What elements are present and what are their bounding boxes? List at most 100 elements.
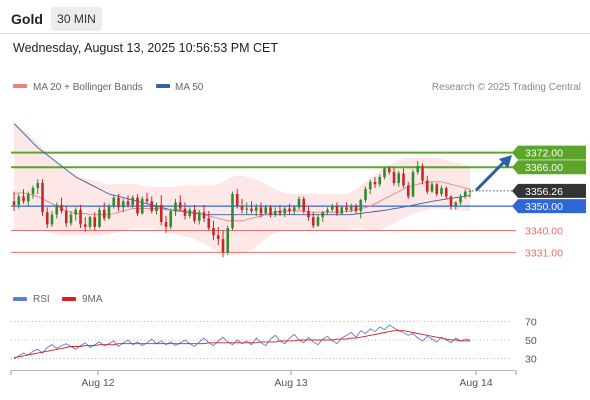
- candle-body: [378, 176, 382, 185]
- candle-body: [17, 196, 21, 205]
- candle-body: [240, 206, 244, 210]
- candle-body: [159, 204, 163, 222]
- time-axis: Aug 12 Aug 13 Aug 14: [10, 370, 517, 389]
- candle-body: [197, 212, 201, 221]
- level-label-3366.00: 3366.00: [525, 162, 563, 174]
- ma50-legend-label: MA 50: [175, 82, 204, 93]
- candle-body: [278, 211, 282, 214]
- ma20-legend-label: MA 20 + Bollinger Bands: [33, 82, 143, 93]
- time-tick-label-Aug 12: Aug 12: [81, 377, 114, 389]
- candle-body: [345, 207, 348, 210]
- candle-body: [364, 189, 367, 201]
- candle-body: [60, 204, 63, 212]
- candle-body: [383, 168, 386, 177]
- candle-body: [226, 228, 230, 253]
- candle-body: [31, 187, 35, 194]
- candle-body: [273, 211, 277, 215]
- level-label-3350.00: 3350.00: [525, 201, 563, 213]
- candle-body: [102, 209, 106, 219]
- candle-body: [174, 202, 177, 212]
- candle-body: [107, 206, 111, 219]
- candle-body: [454, 202, 458, 207]
- level-label-3331.00: 3331.00: [525, 247, 563, 259]
- current-price-tag: [512, 183, 586, 198]
- candle-body: [145, 198, 149, 202]
- candle-body: [64, 211, 68, 224]
- candle-body: [131, 197, 135, 205]
- candle-body: [216, 235, 220, 239]
- candle-body: [444, 187, 448, 197]
- candle-body: [297, 198, 301, 208]
- candle-body: [169, 211, 173, 227]
- bollinger-band-area: [14, 123, 470, 255]
- candle-body: [45, 212, 49, 225]
- candle-body: [207, 218, 211, 229]
- candle-body: [330, 206, 334, 210]
- time-tick-label-Aug 13: Aug 13: [274, 377, 307, 389]
- instrument-title: Gold: [11, 11, 43, 27]
- ma50-line: [13, 123, 471, 216]
- rsi-ma-line: [13, 330, 470, 359]
- candle-body: [26, 194, 30, 202]
- candle-body: [74, 209, 78, 215]
- candle-body: [440, 187, 443, 194]
- candle-body: [212, 228, 215, 236]
- candle-body: [55, 204, 59, 215]
- candle-body: [430, 184, 434, 192]
- candle-body: [88, 217, 92, 227]
- level-label-3372.00: 3372.00: [525, 148, 563, 160]
- candle-body: [69, 214, 73, 224]
- candle-body: [155, 204, 158, 212]
- candle-body: [468, 190, 472, 192]
- candle-body: [269, 207, 272, 215]
- candle-body: [183, 208, 187, 216]
- level-tag-3350.00: [512, 199, 586, 214]
- candle-body: [421, 166, 424, 181]
- candle-body: [349, 206, 353, 210]
- candle-body: [140, 198, 144, 214]
- timeframe-button[interactable]: 30 MIN: [51, 7, 102, 31]
- rsi-panel: 70 50 30: [11, 316, 537, 366]
- candle-body: [387, 168, 391, 173]
- level-tag-3372.00: [512, 145, 586, 160]
- candle-body: [93, 217, 97, 227]
- candle-body: [340, 207, 344, 214]
- candle-body: [402, 173, 405, 186]
- candle-body: [112, 197, 116, 207]
- candle-body: [117, 197, 120, 208]
- candle-body: [36, 183, 40, 188]
- candle-body: [41, 183, 44, 213]
- level-label-3340.00: 3340.00: [525, 225, 563, 237]
- candle-body: [368, 181, 372, 190]
- candle-body: [126, 201, 130, 205]
- level-tag-3366.00: [512, 160, 586, 175]
- candle-body: [459, 196, 462, 203]
- candle-body: [264, 207, 268, 214]
- candle-body: [193, 209, 196, 221]
- candle-body: [136, 197, 139, 214]
- candle-body: [354, 206, 358, 212]
- time-tick-label-Aug 14: Aug 14: [459, 377, 492, 389]
- candle-body: [259, 207, 263, 214]
- candle-body: [83, 224, 87, 227]
- candle-body: [245, 208, 249, 210]
- candle-body: [302, 198, 306, 212]
- candle-body: [435, 184, 439, 194]
- rsi-tick-label-30: 30: [525, 354, 537, 366]
- candle-body: [98, 209, 101, 227]
- rsi-tick-label-50: 50: [525, 335, 537, 347]
- rsi-ma-legend-label: 9MA: [82, 294, 103, 305]
- candle-body: [221, 239, 225, 253]
- candle-body: [411, 172, 415, 197]
- candle-body: [250, 208, 253, 212]
- candle-body: [326, 209, 329, 213]
- rsi-tick-label-70: 70: [525, 316, 537, 328]
- chart-datetime: Wednesday, August 13, 2025 10:56:53 PM C…: [13, 41, 278, 55]
- ma20-line: [13, 181, 471, 222]
- candle-body: [254, 207, 258, 212]
- ma50-legend-swatch: [156, 84, 170, 88]
- candle-body: [397, 173, 401, 184]
- rsi-legend-label: RSI: [33, 294, 50, 305]
- candle-body: [235, 194, 239, 207]
- candle-body: [12, 201, 16, 205]
